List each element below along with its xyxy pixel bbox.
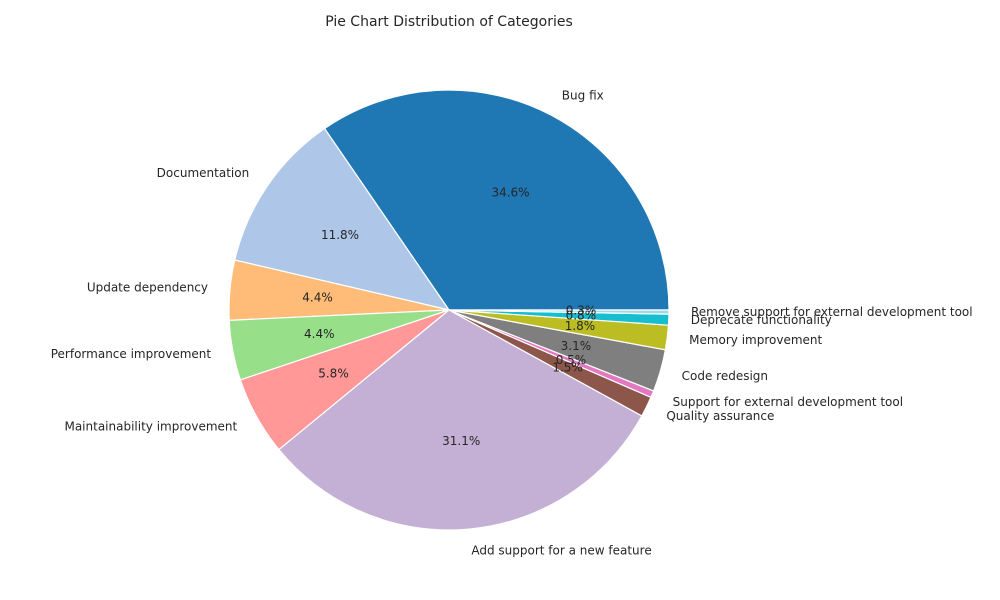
labels-layer: Bug fix 34.6% Documentation 11.8% Update dep… <box>51 88 973 557</box>
pct-label-bug-fix: 34.6% <box>491 186 529 200</box>
slice-label-maintainability-improvement: Maintainability improvement <box>64 420 237 434</box>
pct-label-remove-support-for-external-development-tool: 0.3% <box>566 304 597 318</box>
pct-label-code-redesign: 3.1% <box>561 339 592 353</box>
slice-label-remove-support-for-external-development-tool: Remove support for external development … <box>691 305 973 319</box>
pct-label-documentation: 11.8% <box>321 228 359 242</box>
pie-slice-bug-fix <box>323 89 670 311</box>
slice-label-quality-assurance: Quality assurance <box>666 409 774 423</box>
chart-title: Pie Chart Distribution of Categories <box>325 14 573 30</box>
slices-layer <box>228 89 670 531</box>
pie-slice-add-support-for-a-new-feature <box>278 309 643 531</box>
slice-label-documentation: Documentation <box>157 166 250 180</box>
pct-label-memory-improvement: 1.8% <box>565 319 596 333</box>
slice-label-support-for-external-development-tool: Support for external development tool <box>673 395 903 409</box>
pct-label-add-support-for-a-new-feature: 31.1% <box>442 434 480 448</box>
slice-label-memory-improvement: Memory improvement <box>689 333 822 347</box>
slice-label-performance-improvement: Performance improvement <box>51 347 212 361</box>
pct-label-performance-improvement: 4.4% <box>304 327 335 341</box>
slice-label-code-redesign: Code redesign <box>682 369 768 383</box>
pie-slice-documentation <box>234 127 450 311</box>
pie-slice-remove-support-for-external-development-tool <box>448 309 670 315</box>
pct-label-update-dependency: 4.4% <box>302 291 333 305</box>
slice-label-deprecate-functionality: Deprecate functionality <box>691 313 832 327</box>
slice-label-update-dependency: Update dependency <box>87 281 208 295</box>
pct-label-maintainability-improvement: 5.8% <box>318 366 349 380</box>
pct-label-quality-assurance: 1.5% <box>552 361 583 375</box>
slice-label-bug-fix: Bug fix <box>562 88 604 102</box>
slice-label-add-support-for-a-new-feature: Add support for a new feature <box>471 543 651 557</box>
pct-label-support-for-external-development-tool: 0.5% <box>556 353 587 367</box>
pct-label-deprecate-functionality: 0.8% <box>566 308 597 322</box>
